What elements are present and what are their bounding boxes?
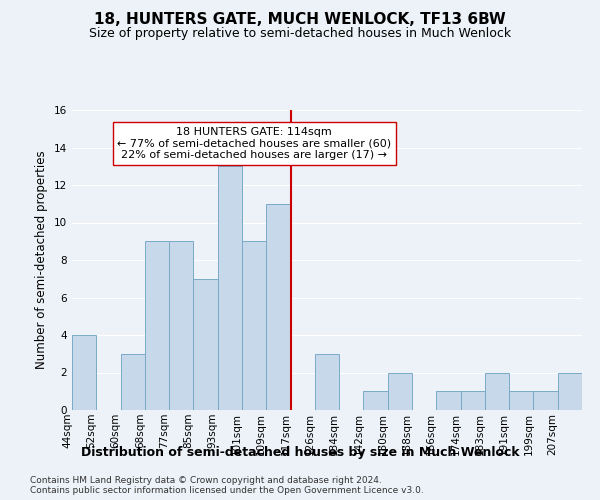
Bar [315,354,339,410]
Y-axis label: Number of semi-detached properties: Number of semi-detached properties [35,150,49,370]
Bar [266,204,290,410]
Bar [533,391,558,410]
Text: Distribution of semi-detached houses by size in Much Wenlock: Distribution of semi-detached houses by … [80,446,520,459]
Bar [509,391,533,410]
Bar [364,391,388,410]
Bar [121,354,145,410]
Bar [436,391,461,410]
Text: 18, HUNTERS GATE, MUCH WENLOCK, TF13 6BW: 18, HUNTERS GATE, MUCH WENLOCK, TF13 6BW [94,12,506,28]
Bar [218,166,242,410]
Text: Size of property relative to semi-detached houses in Much Wenlock: Size of property relative to semi-detach… [89,28,511,40]
Bar [169,242,193,410]
Bar [242,242,266,410]
Bar [485,372,509,410]
Text: 18 HUNTERS GATE: 114sqm
← 77% of semi-detached houses are smaller (60)
22% of se: 18 HUNTERS GATE: 114sqm ← 77% of semi-de… [117,127,391,160]
Bar [461,391,485,410]
Bar [558,372,582,410]
Text: Contains HM Land Registry data © Crown copyright and database right 2024.
Contai: Contains HM Land Registry data © Crown c… [30,476,424,495]
Bar [388,372,412,410]
Bar [193,279,218,410]
Bar [145,242,169,410]
Bar [72,335,96,410]
